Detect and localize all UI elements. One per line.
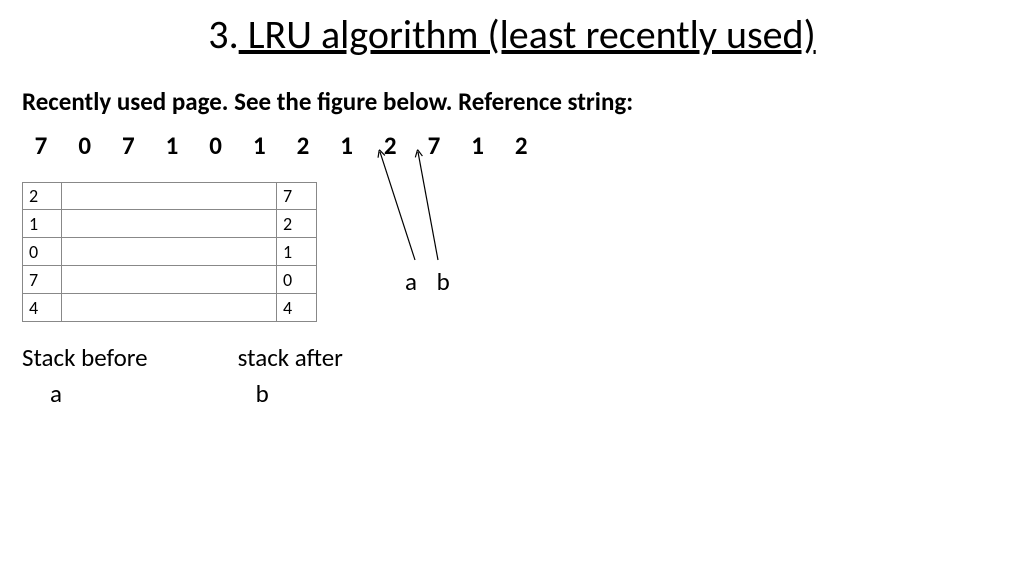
ref-item: 1 <box>328 130 366 161</box>
cell-mid <box>62 182 277 210</box>
label-a: a <box>405 266 431 297</box>
table-row: 4 4 <box>22 294 352 322</box>
arrow-b <box>418 152 438 260</box>
stack-table: 2 7 1 2 0 1 7 0 4 4 <box>22 182 352 322</box>
cell-mid <box>62 210 277 238</box>
ref-item: 2 <box>284 130 322 161</box>
slide-title: 3. LRU algorithm (least recently used) <box>0 10 1024 59</box>
ref-item: 7 <box>109 130 147 161</box>
cell-right: 1 <box>277 238 317 266</box>
ref-item: 7 <box>415 130 453 161</box>
table-row: 7 0 <box>22 266 352 294</box>
stack-before-label: Stack before <box>22 342 232 373</box>
ref-item: 0 <box>197 130 235 161</box>
cell-left: 1 <box>22 210 62 238</box>
table-row: 2 7 <box>22 182 352 210</box>
footer-row-1: Stack before stack after <box>22 342 343 373</box>
cell-right: 7 <box>277 182 317 210</box>
cell-mid <box>62 238 277 266</box>
reference-string: 7 0 7 1 0 1 2 1 2 7 1 2 <box>22 130 540 161</box>
footer-a: a <box>50 378 250 409</box>
footer-row-2: a b <box>50 378 269 409</box>
title-prefix: 3. <box>208 10 238 59</box>
ref-item: 1 <box>240 130 278 161</box>
table-row: 1 2 <box>22 210 352 238</box>
slide: 3. LRU algorithm (least recently used) R… <box>0 0 1024 576</box>
cell-left: 4 <box>22 294 62 322</box>
table-row: 0 1 <box>22 238 352 266</box>
ref-item: 1 <box>459 130 497 161</box>
cell-right: 2 <box>277 210 317 238</box>
cell-left: 2 <box>22 182 62 210</box>
ref-item: 1 <box>153 130 191 161</box>
ref-item: 7 <box>22 130 60 161</box>
label-b: b <box>437 266 463 297</box>
cell-right: 0 <box>277 266 317 294</box>
arrow-a <box>380 152 415 260</box>
ref-item: 2 <box>502 130 540 161</box>
ref-item: 2 <box>371 130 409 161</box>
stack-after-label: stack after <box>238 342 343 373</box>
ref-item: 0 <box>66 130 104 161</box>
subtitle: Recently used page. See the figure below… <box>22 86 633 117</box>
ab-labels: a b <box>405 266 463 297</box>
footer-b: b <box>256 378 269 409</box>
cell-right: 4 <box>277 294 317 322</box>
cell-mid <box>62 266 277 294</box>
title-main: LRU algorithm (least recently used) <box>239 10 816 59</box>
cell-left: 7 <box>22 266 62 294</box>
cell-left: 0 <box>22 238 62 266</box>
cell-mid <box>62 294 277 322</box>
